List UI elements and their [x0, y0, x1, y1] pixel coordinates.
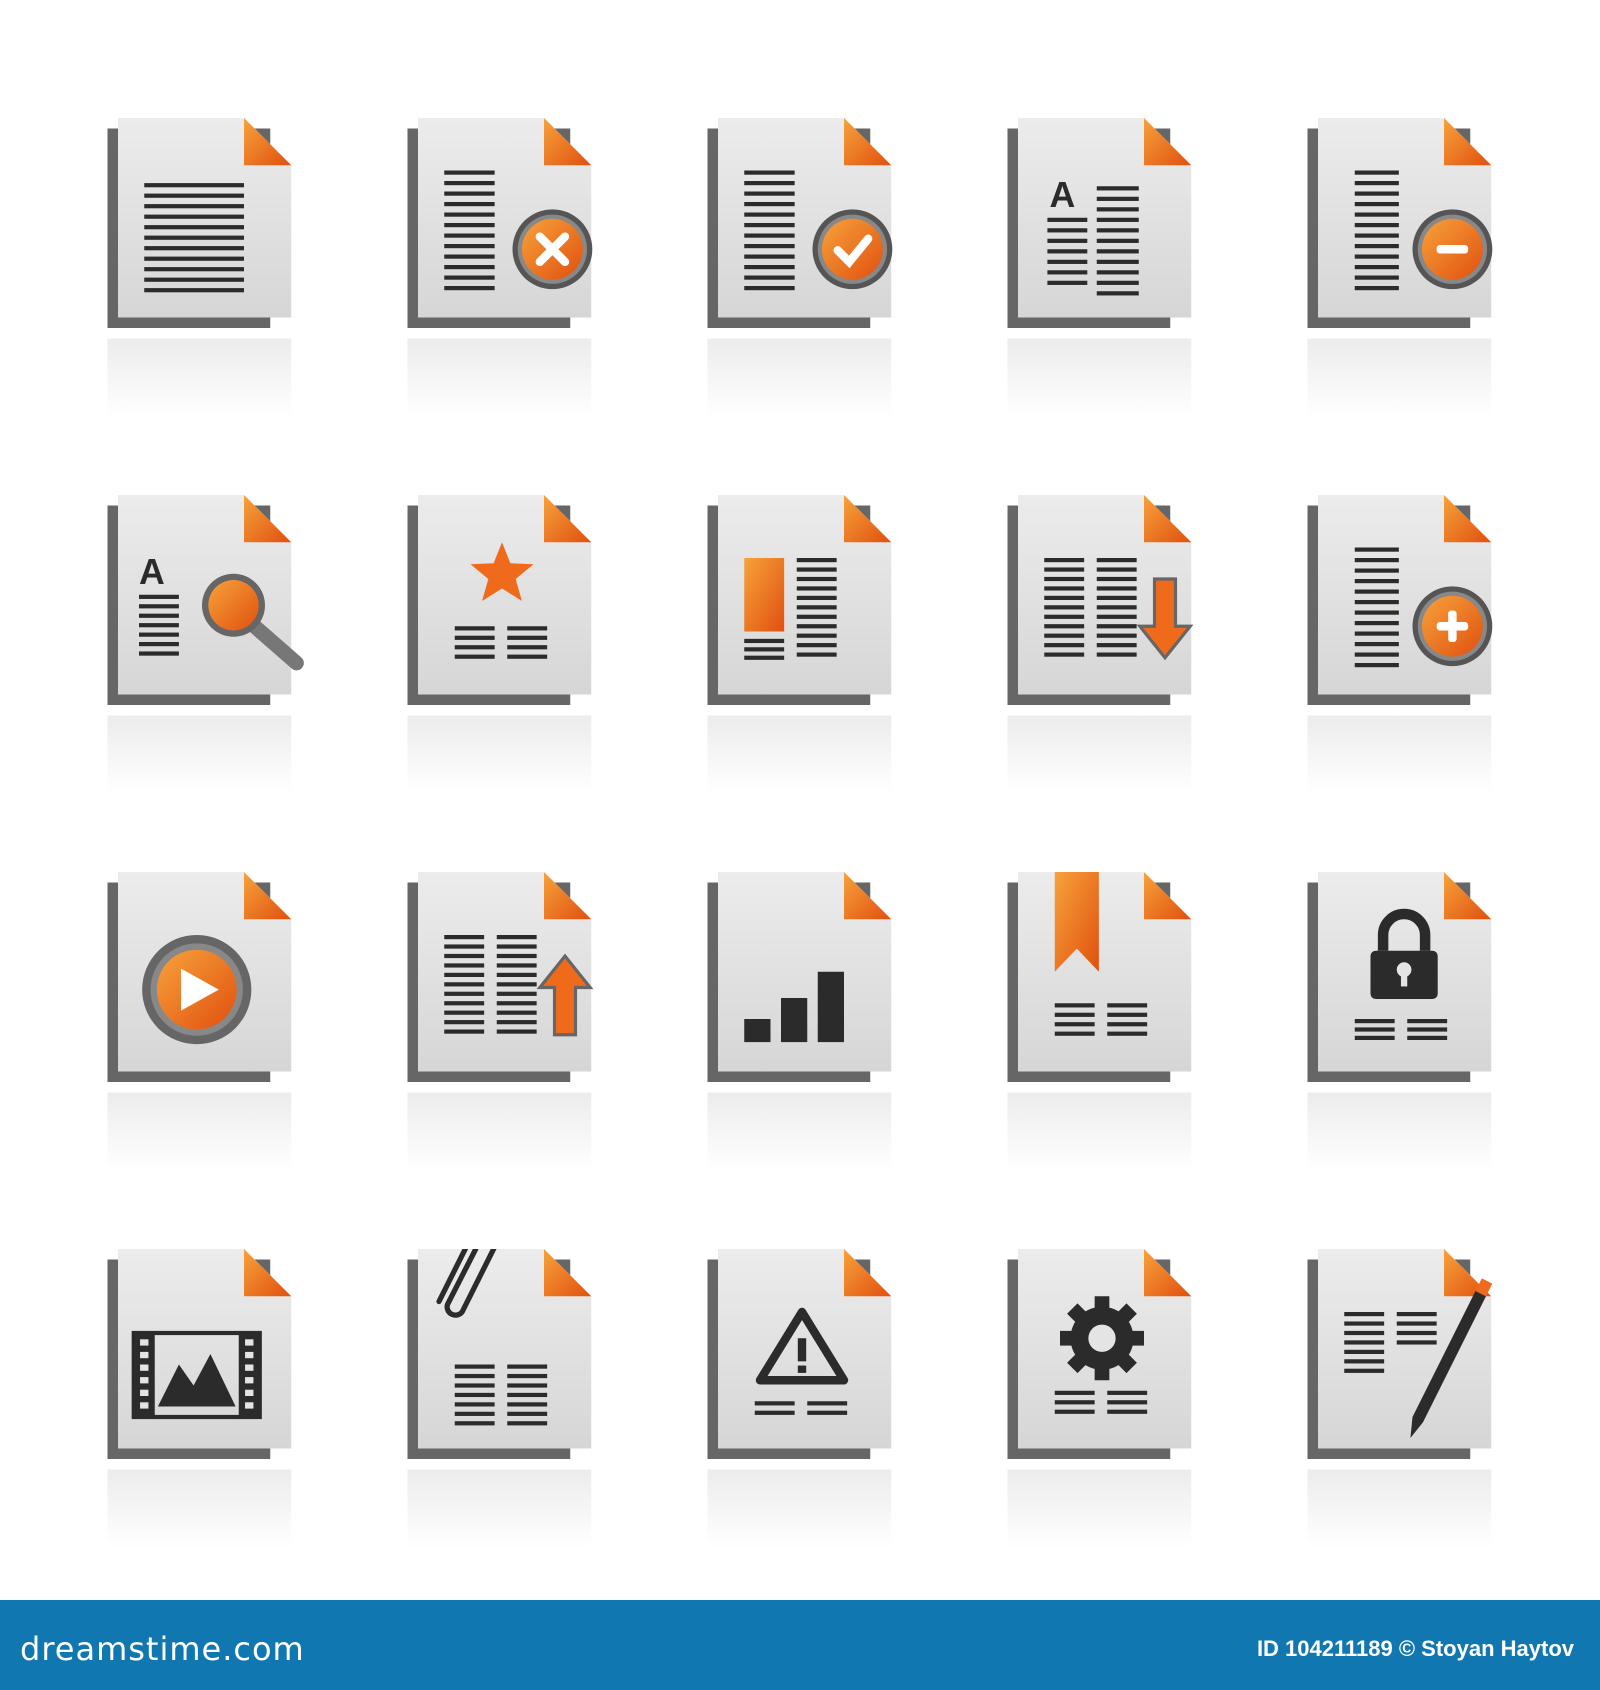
document-video-icon — [52, 1249, 352, 1626]
document-upload-icon-graphic — [407, 872, 594, 1172]
document-icon-graphic — [107, 118, 292, 418]
document-delete-icon-graphic — [407, 118, 593, 418]
image-credit: ID 104211189 © Stoyan Haytov — [1256, 1636, 1574, 1661]
document-text-icon: A — [952, 118, 1252, 495]
document-highlight-icon — [652, 495, 952, 872]
document-play-icon — [52, 872, 352, 1249]
icon-grid: A A — [52, 118, 1552, 1626]
document-remove-icon — [1252, 118, 1552, 495]
document-video-icon-graphic — [107, 1249, 292, 1549]
document-upload-icon — [352, 872, 652, 1249]
document-text-icon-graphic: A — [1007, 118, 1192, 418]
document-lock-icon — [1252, 872, 1552, 1249]
document-icon — [52, 118, 352, 495]
document-warning-icon-graphic — [707, 1249, 892, 1549]
document-remove-icon-graphic — [1307, 118, 1493, 418]
document-approve-icon — [652, 118, 952, 495]
document-search-icon: A — [52, 495, 352, 872]
document-attachment-icon — [352, 1249, 652, 1626]
document-search-icon-graphic: A — [107, 495, 304, 795]
document-warning-icon — [652, 1249, 952, 1626]
document-favorite-icon-graphic — [407, 495, 592, 795]
document-attachment-icon-graphic — [407, 1249, 592, 1549]
document-settings-icon-graphic — [1007, 1249, 1192, 1549]
document-lock-icon-graphic — [1307, 872, 1492, 1172]
document-download-icon-graphic — [1007, 495, 1194, 795]
svg-text:A: A — [1050, 175, 1076, 215]
document-download-icon — [952, 495, 1252, 872]
document-add-icon-graphic — [1307, 495, 1493, 795]
document-bookmark-icon-graphic — [1007, 872, 1192, 1172]
document-add-icon — [1252, 495, 1552, 872]
document-edit-icon — [1252, 1249, 1552, 1626]
document-statistics-icon — [652, 872, 952, 1249]
document-edit-icon-graphic — [1307, 1249, 1493, 1549]
brand-logo: dreamstime.com — [20, 1630, 305, 1668]
document-bookmark-icon — [952, 872, 1252, 1249]
document-highlight-icon-graphic — [707, 495, 892, 795]
document-delete-icon — [352, 118, 652, 495]
document-play-icon-graphic — [107, 872, 292, 1172]
footer-bar: dreamstime.com ID 104211189 © Stoyan Hay… — [0, 1600, 1600, 1690]
document-favorite-icon — [352, 495, 652, 872]
document-settings-icon — [952, 1249, 1252, 1626]
document-approve-icon-graphic — [707, 118, 893, 418]
document-statistics-icon-graphic — [707, 872, 892, 1172]
svg-text:A: A — [139, 552, 165, 592]
